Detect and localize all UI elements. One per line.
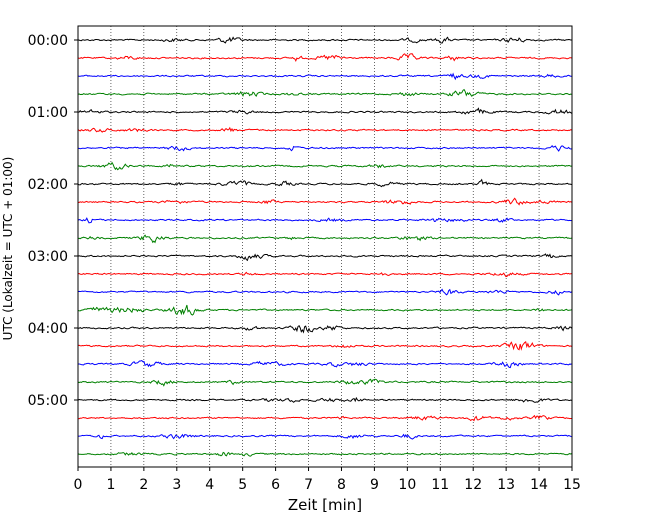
- x-tick-label: 1: [106, 477, 115, 493]
- seismic-trace: [77, 88, 573, 98]
- seismic-trace: [77, 217, 572, 224]
- y-axis-label: UTC (Lokalzeit = UTC + 01:00): [1, 157, 15, 341]
- seismic-trace: [77, 197, 573, 206]
- x-tick-label: 8: [337, 477, 346, 493]
- seismic-trace: [77, 414, 572, 422]
- seismic-trace: [77, 288, 573, 296]
- seismic-trace: [77, 451, 573, 457]
- seismic-trace: [77, 234, 572, 244]
- x-tick-label: 0: [74, 477, 83, 493]
- y-axis-ticks: 00:00 01:00 02:00 03:00 04:00 05:00: [28, 33, 78, 409]
- x-tick-label: 12: [464, 477, 482, 493]
- x-tick-label: 11: [431, 477, 449, 493]
- x-tick-label: 10: [398, 477, 416, 493]
- seismic-trace: [77, 341, 573, 351]
- seismic-trace: [77, 378, 572, 387]
- x-axis-label: Zeit [min]: [288, 496, 362, 514]
- seismic-trace: [77, 253, 573, 262]
- seismic-trace: [77, 53, 573, 63]
- seismic-trace: [77, 359, 573, 369]
- y-tick-label: 02:00: [28, 177, 68, 193]
- seismic-trace: [77, 161, 573, 171]
- seismic-trace: [77, 178, 573, 188]
- seismic-trace: [77, 72, 572, 81]
- x-tick-label: 13: [497, 477, 515, 493]
- y-tick-label: 01:00: [28, 105, 68, 121]
- seismic-trace: [77, 324, 573, 334]
- seismic-trace: [77, 107, 573, 115]
- seismic-trace: [77, 126, 573, 133]
- seismic-trace: [77, 304, 573, 316]
- plot-frame: [77, 25, 573, 468]
- trace-series: [77, 36, 573, 457]
- y-tick-label: 04:00: [28, 321, 68, 337]
- x-tick-label: 15: [563, 477, 581, 493]
- seismic-trace: [77, 271, 572, 278]
- seismic-trace: [77, 36, 572, 44]
- x-tick-label: 2: [139, 477, 148, 493]
- x-axis-ticks: 0 1 2 3 4 5 6 7 8 9 10 11 12 13 14 15: [74, 467, 581, 493]
- y-tick-label: 05:00: [28, 393, 68, 409]
- x-tick-label: 5: [238, 477, 247, 493]
- x-tick-label: 3: [172, 477, 181, 493]
- seismic-trace: [77, 433, 573, 440]
- seismic-trace: [77, 396, 573, 403]
- y-tick-label: 03:00: [28, 249, 68, 265]
- y-tick-label: 00:00: [28, 33, 68, 49]
- x-tick-label: 9: [370, 477, 379, 493]
- x-tick-label: 6: [271, 477, 280, 493]
- x-tick-label: 14: [530, 477, 548, 493]
- x-tick-label: 7: [304, 477, 313, 493]
- seismic-trace: [77, 145, 572, 152]
- x-tick-label: 4: [205, 477, 214, 493]
